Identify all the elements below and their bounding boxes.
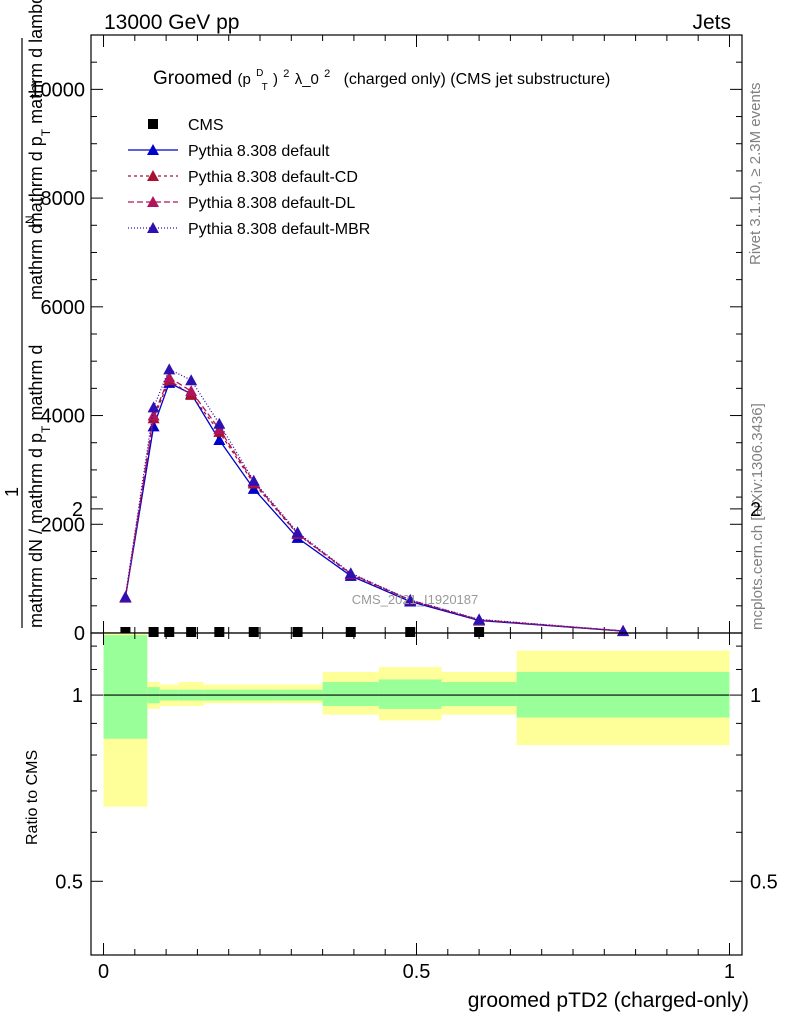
ratio-y-tick-label: 1 xyxy=(72,685,83,707)
data-point xyxy=(185,374,198,386)
main-panel: 0 2000 4000 6000 8000 10000 CMS_2021_I1920187… xyxy=(2,0,743,645)
data-point xyxy=(345,627,356,637)
data-point xyxy=(473,613,486,625)
title-lambda: λ_0 xyxy=(295,71,319,88)
title-prefix: Groomed xyxy=(153,68,232,89)
data-point xyxy=(474,627,485,637)
data-point xyxy=(119,590,132,602)
ratio-y-axis-ticks: 0.5 0.5 1 1 2 2 xyxy=(55,499,778,893)
ratio-y-tick-label: 0.5 xyxy=(55,871,83,893)
data-point xyxy=(185,385,198,397)
data-point xyxy=(405,627,416,637)
legend-label: Pythia 8.308 default xyxy=(188,143,330,160)
legend-marker xyxy=(147,144,159,155)
x-tick-label: 0.5 xyxy=(403,961,431,983)
data-point xyxy=(147,401,160,413)
main-y-tick-label: 0 xyxy=(74,623,85,645)
data-point xyxy=(214,627,225,637)
data-point xyxy=(248,627,259,637)
data-point xyxy=(404,593,417,605)
legend-label: CMS xyxy=(188,117,224,134)
chart-title: Groomed (p D T ) 2 λ_0 2 (charged only) … xyxy=(153,60,610,95)
ratio-band-inner xyxy=(441,681,517,707)
ratio-x-axis-ticks: 0 0.5 1 xyxy=(98,633,735,983)
legend-item: Pythia 8.308 default-DL xyxy=(128,195,355,212)
ratio-frame xyxy=(90,632,743,956)
data-point xyxy=(147,420,160,432)
title-rest: (charged only) (CMS jet substructure) xyxy=(344,71,611,88)
ratio-y-tick-label: 2 xyxy=(72,499,83,521)
header-jets: Jets xyxy=(692,11,731,34)
legend-label: Pythia 8.308 default-CD xyxy=(188,169,358,186)
data-point xyxy=(291,526,304,538)
data-point xyxy=(148,627,159,637)
y-label-top: mathrm dNmathrm d pT mathrm d lambda xyxy=(23,0,53,300)
title-exp2: 2 xyxy=(324,68,330,80)
rivet-label: Rivet 3.1.10, ≥ 2.3M events xyxy=(747,83,764,266)
data-point xyxy=(344,567,357,579)
ratio-y-tick-label-right: 1 xyxy=(750,685,761,707)
legend-item: CMS xyxy=(148,117,224,134)
data-point xyxy=(292,627,303,637)
x-tick-label: 1 xyxy=(724,961,735,983)
main-y-tick-label: 6000 xyxy=(41,297,86,319)
legend-item: Pythia 8.308 default-CD xyxy=(128,169,358,186)
data-point xyxy=(120,627,131,637)
data-point xyxy=(213,434,226,446)
title-sup: D xyxy=(256,68,263,79)
legend-item: Pythia 8.308 default xyxy=(128,143,330,160)
data-point xyxy=(186,627,197,637)
legend-item: Pythia 8.308 default-MBR xyxy=(128,221,370,238)
x-axis-label: groomed pTD2 (charged-only) xyxy=(468,989,749,1012)
legend: CMS Pythia 8.308 default Pythia 8.308 defa… xyxy=(128,117,370,238)
mcplots-label: mcplots.cern.ch [arXiv:1306.3436] xyxy=(749,403,766,630)
ratio-band-inner xyxy=(378,679,442,709)
series-0 xyxy=(120,627,485,637)
main-y-label: mathrm dNmathrm d pT mathrm d lambda 1 m… xyxy=(2,0,53,628)
main-y-tick-label: 2000 xyxy=(41,514,86,536)
ratio-panel: 0.5 0.51 12 2 0 0.5 1 Ratio to CMS groomed pT… xyxy=(24,499,778,1012)
data-point xyxy=(163,371,176,383)
data-point xyxy=(164,627,175,637)
ratio-y-tick-label-right: 0.5 xyxy=(750,871,778,893)
legend-label: Pythia 8.308 default-DL xyxy=(188,195,355,212)
title-math: (p xyxy=(237,71,250,88)
ratio-band-inner xyxy=(103,635,148,739)
ratio-bands xyxy=(103,633,730,807)
main-y-tick-label: 10000 xyxy=(29,79,85,101)
legend-marker xyxy=(148,119,158,129)
y-label-one: 1 xyxy=(2,487,22,497)
ratio-band-inner xyxy=(322,681,379,707)
header-energy: 13000 GeV pp xyxy=(104,11,239,34)
data-point xyxy=(213,417,226,429)
watermark: CMS_2021_I1920187 xyxy=(352,592,479,607)
y-label-bottom: mathrm dN / mathrm d pT mathrm d xyxy=(26,345,53,628)
main-y-tick-label: 8000 xyxy=(41,188,86,210)
data-point xyxy=(247,474,260,486)
legend-marker xyxy=(147,222,159,233)
title-exp: 2 xyxy=(283,68,289,80)
data-point xyxy=(163,363,176,375)
legend-marker xyxy=(147,170,159,181)
title-sub: T xyxy=(262,82,268,93)
ratio-y-label: Ratio to CMS xyxy=(24,750,41,845)
ratio-y-tick-label-right: 2 xyxy=(750,499,761,521)
legend-marker xyxy=(147,196,159,207)
title-close: ) xyxy=(273,71,278,88)
x-tick-label: 0 xyxy=(98,961,109,983)
data-point xyxy=(147,409,160,421)
main-y-tick-label: 4000 xyxy=(41,406,86,428)
legend-label: Pythia 8.308 default-MBR xyxy=(188,221,370,238)
main-y-axis-ticks: 0 2000 4000 6000 8000 10000 xyxy=(29,34,742,645)
